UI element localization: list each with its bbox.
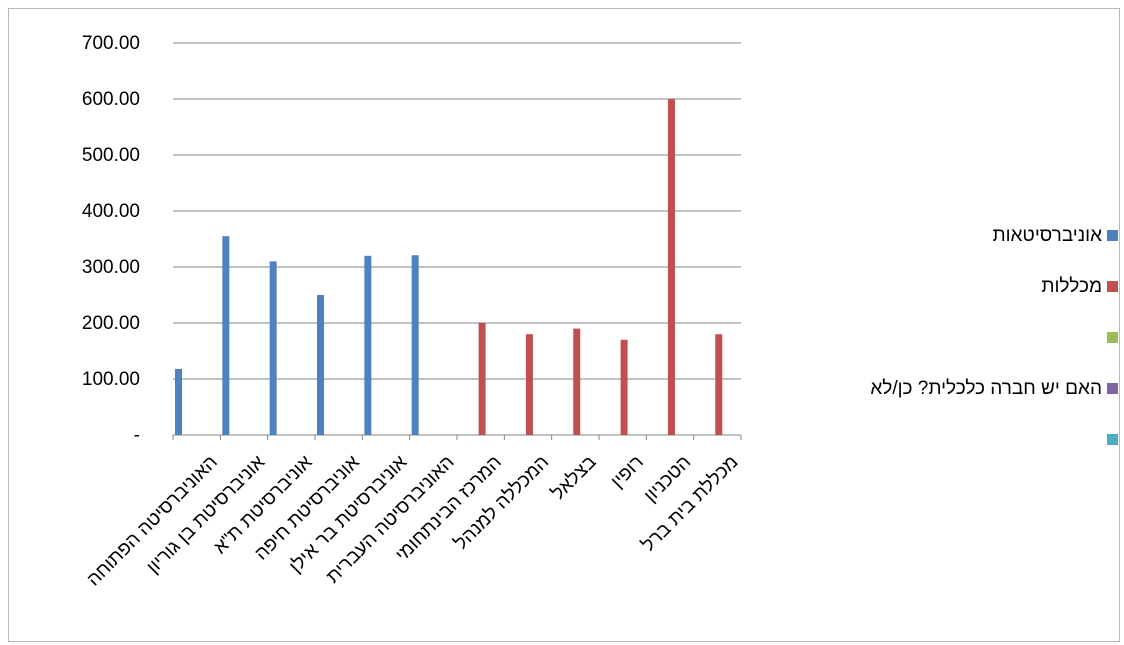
y-tick-label: - — [134, 425, 140, 446]
legend: אוניברסיטאות מכללות האם יש חברה כלכלית? … — [784, 222, 1124, 477]
legend-label: אוניברסיטאות — [992, 224, 1102, 246]
legend-item-empty-1 — [784, 324, 1124, 351]
y-tick-label: 100.00 — [82, 369, 140, 390]
x-tick-label: רופין — [607, 452, 648, 493]
legend-swatch — [1107, 230, 1118, 241]
legend-label: האם יש חברה כלכלית? כן/לא — [870, 377, 1102, 399]
bar — [411, 255, 419, 435]
y-tick-label: 300.00 — [82, 257, 140, 278]
bar — [317, 295, 324, 435]
chart-frame — [8, 8, 1120, 642]
bar — [364, 255, 372, 435]
bar — [269, 261, 277, 435]
legend-item-economic-company: האם יש חברה כלכלית? כן/לא — [784, 375, 1124, 402]
bar — [525, 334, 533, 435]
y-tick-label: 600.00 — [82, 89, 140, 110]
legend-item-empty-2 — [784, 426, 1124, 453]
y-tick-label: 200.00 — [82, 313, 140, 334]
legend-swatch — [1107, 332, 1118, 343]
legend-swatch — [1107, 383, 1118, 394]
legend-swatch — [1107, 281, 1118, 292]
bar — [573, 328, 581, 435]
bar — [222, 236, 230, 435]
bar — [715, 334, 723, 435]
bar — [175, 368, 182, 435]
y-tick-label: 400.00 — [82, 201, 140, 222]
legend-item-universities: אוניברסיטאות — [784, 222, 1124, 249]
legend-label: מכללות — [1041, 275, 1102, 297]
legend-swatch — [1107, 434, 1118, 445]
bar — [478, 323, 486, 435]
legend-item-colleges: מכללות — [784, 273, 1124, 300]
bar — [620, 339, 628, 435]
y-tick-label: 500.00 — [82, 145, 140, 166]
y-tick-label: 700.00 — [82, 33, 140, 54]
x-tick-label: בצלאל — [548, 452, 601, 505]
bar — [667, 99, 675, 435]
